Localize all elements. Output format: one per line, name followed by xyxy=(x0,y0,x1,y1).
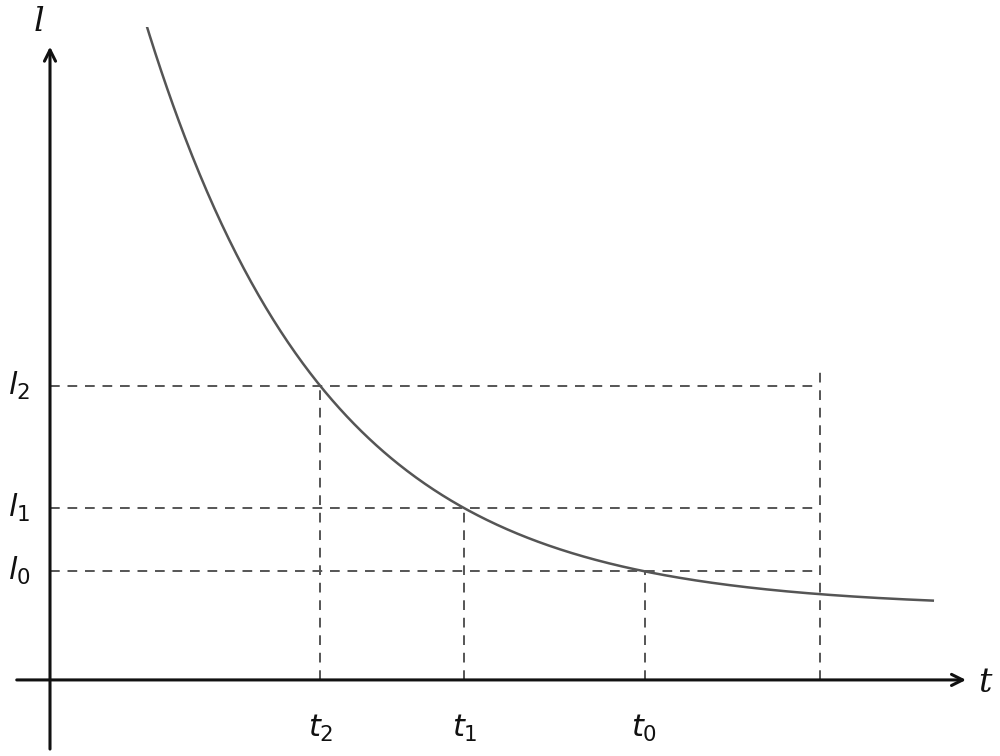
Text: $l_2$: $l_2$ xyxy=(8,370,30,402)
Text: $t_0$: $t_0$ xyxy=(631,713,658,744)
Text: t: t xyxy=(978,667,991,699)
Text: $l_0$: $l_0$ xyxy=(8,555,30,587)
Text: $l_1$: $l_1$ xyxy=(8,492,30,524)
Text: $t_2$: $t_2$ xyxy=(308,713,333,744)
Text: l: l xyxy=(34,6,45,39)
Text: $t_1$: $t_1$ xyxy=(452,713,477,744)
